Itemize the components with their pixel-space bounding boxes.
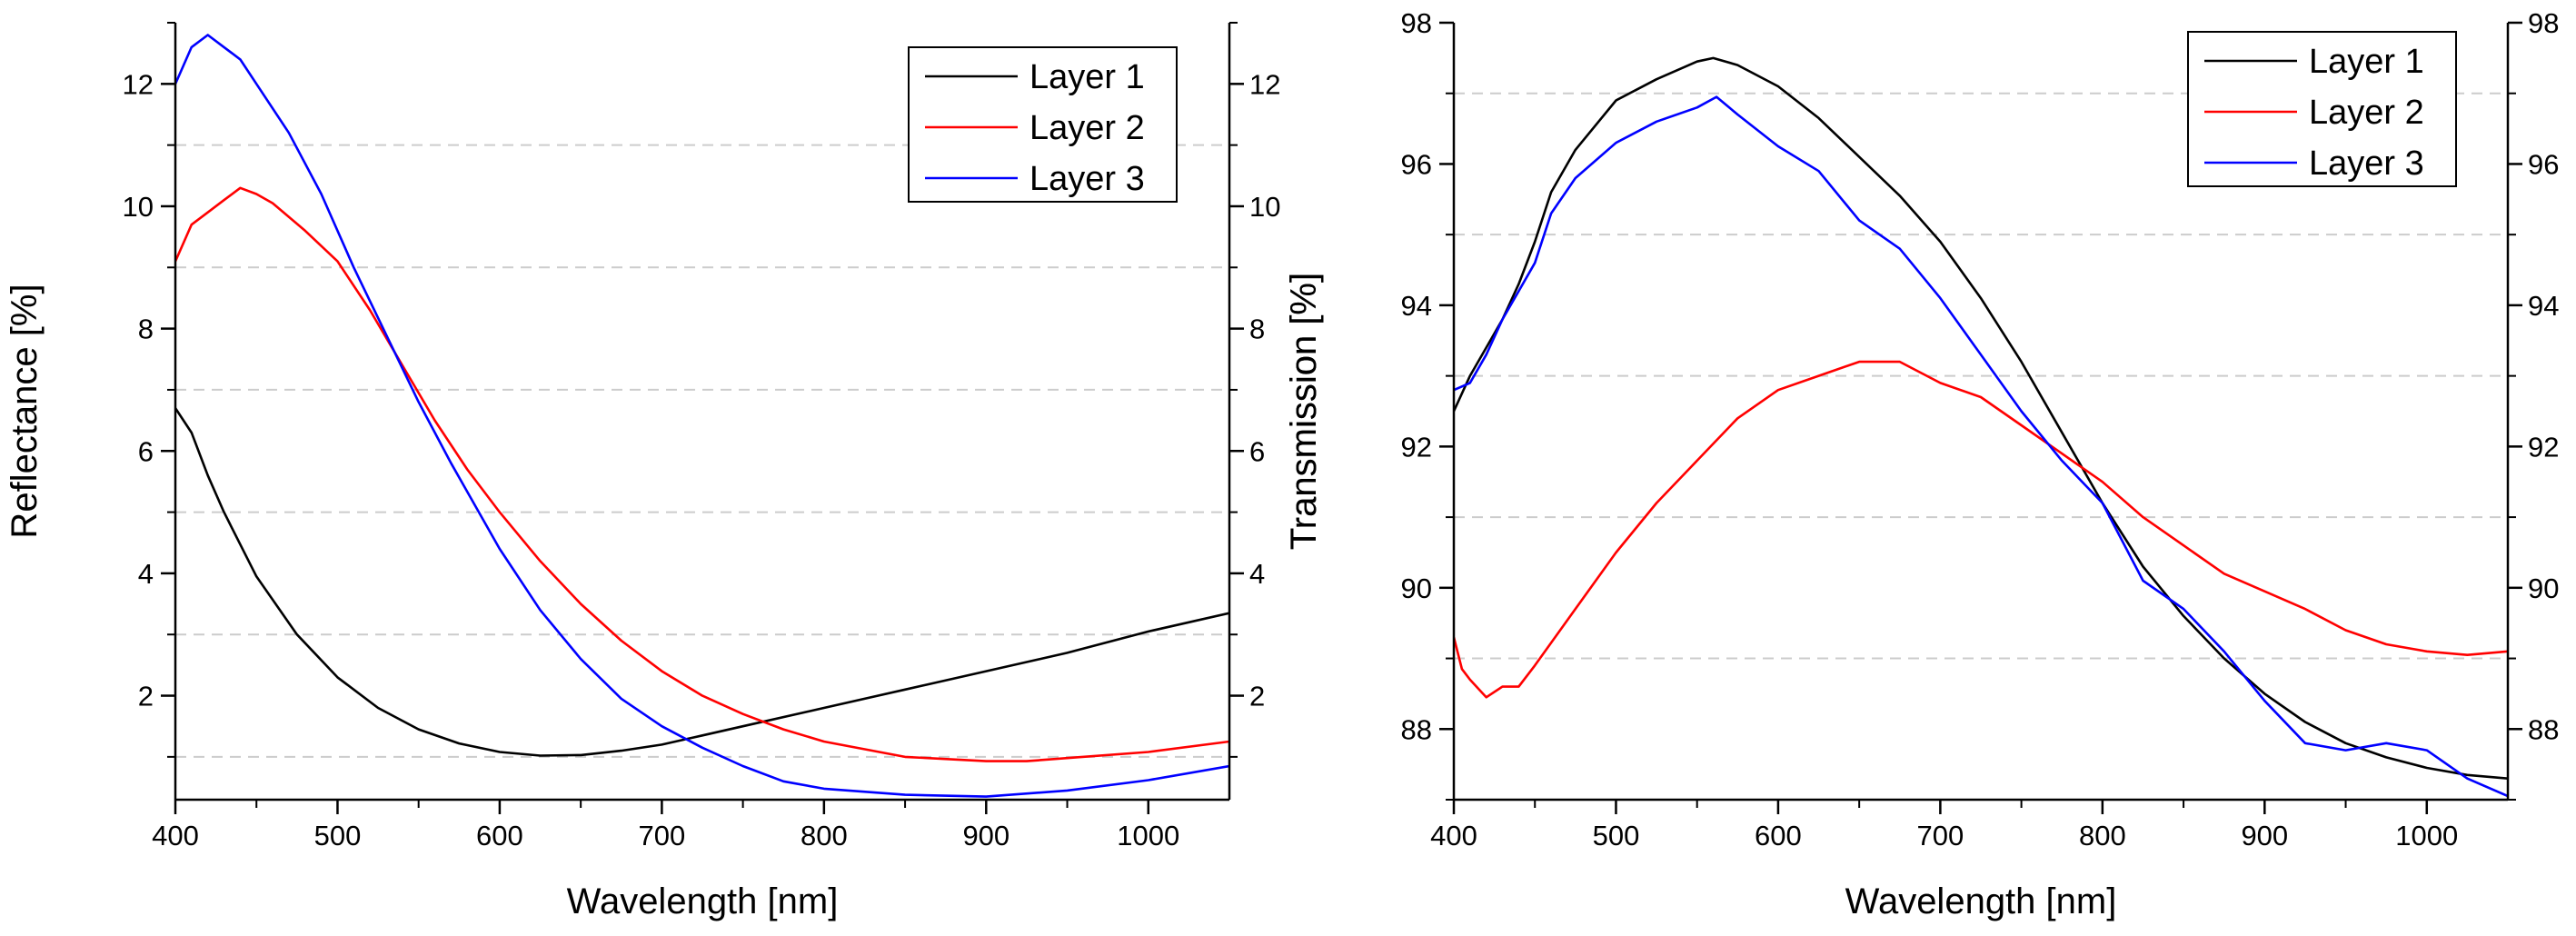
y-tick-label-right: 2: [1249, 681, 1265, 712]
x-tick-label: 700: [639, 820, 686, 851]
x-axis-title: Wavelength [nm]: [567, 881, 839, 921]
y-tick-label-left: 8: [138, 314, 154, 345]
y-tick-label-left: 4: [138, 558, 154, 590]
series-line-layer-3: [1454, 95, 2508, 798]
y-tick-label-right: 8: [1249, 314, 1265, 345]
series-line-layer-2: [1454, 360, 2508, 699]
y-tick-label-right: 88: [2528, 713, 2559, 745]
legend-label: Layer 2: [1029, 109, 1145, 147]
y-tick-label-left: 94: [1401, 290, 1432, 322]
legend-box: [908, 46, 1178, 203]
y-tick-label-left: 96: [1401, 148, 1432, 180]
x-tick-label: 500: [314, 820, 362, 851]
y-tick-label-left: 6: [138, 435, 154, 467]
y-tick-label-left: 12: [123, 68, 154, 100]
x-tick-label: 700: [1917, 820, 1964, 851]
y-tick-label-right: 6: [1249, 435, 1265, 467]
y-tick-label-right: 10: [1249, 191, 1280, 223]
series-line-layer-3: [175, 34, 1229, 798]
y-tick-label-right: 94: [2528, 290, 2559, 322]
series-line-layer-1: [175, 407, 1229, 757]
series-line-layer-2: [175, 186, 1229, 762]
y-tick-label-left: 98: [1401, 7, 1432, 39]
y-tick-label-right: 98: [2528, 7, 2559, 39]
x-tick-label: 400: [1430, 820, 1477, 851]
x-tick-label: 1000: [2395, 820, 2458, 851]
y-tick-label-right: 96: [2528, 148, 2559, 180]
x-tick-label: 400: [152, 820, 199, 851]
x-tick-label: 1000: [1117, 820, 1179, 851]
x-tick-label: 900: [962, 820, 1010, 851]
legend: Layer 1 Layer 2 Layer 3: [908, 46, 1178, 203]
legend: Layer 1 Layer 2 Layer 3: [2187, 31, 2457, 187]
transmission-chart: 400 500 600 700 800 900 1000 88 88 90 90 92 92 94 94 96…: [1284, 7, 2559, 921]
x-tick-label: 600: [1755, 820, 1802, 851]
legend-label: Layer 2: [2309, 94, 2424, 132]
y-tick-label-right: 4: [1249, 558, 1265, 590]
reflectance-chart: 400 500 600 700 800 900 1000 2 2 4 4 6 6 8 8 10 10 12 12 Wa…: [5, 22, 1324, 921]
y-tick-label-right: 12: [1249, 68, 1280, 100]
x-tick-label: 800: [2079, 820, 2126, 851]
y-tick-label-left: 2: [138, 681, 154, 712]
y-tick-label-left: 92: [1401, 431, 1432, 463]
y-tick-label-right: 90: [2528, 573, 2559, 604]
legend-label: Layer 1: [2309, 43, 2424, 81]
legend-label: Layer 3: [2309, 144, 2424, 183]
x-axis-title: Wavelength [nm]: [1845, 881, 2117, 921]
x-tick-label: 500: [1593, 820, 1640, 851]
y-tick-label-right: 92: [2528, 431, 2559, 463]
legend-label: Layer 1: [1029, 58, 1145, 96]
x-tick-label: 800: [801, 820, 848, 851]
y-axis-title: Reflectance [%]: [5, 284, 45, 538]
y-tick-label-left: 10: [123, 191, 154, 223]
legend-box: [2187, 31, 2457, 187]
x-tick-label: 900: [2241, 820, 2288, 851]
legend-label: Layer 3: [1029, 160, 1145, 198]
y-tick-label-left: 90: [1401, 573, 1432, 604]
y-tick-label-left: 88: [1401, 713, 1432, 745]
y-axis-title: Transmission [%]: [1284, 273, 1324, 550]
y-axis-title-right: Transmission [%]: [1284, 273, 1324, 550]
x-tick-label: 600: [476, 820, 523, 851]
series-line-layer-1: [1454, 56, 2508, 780]
